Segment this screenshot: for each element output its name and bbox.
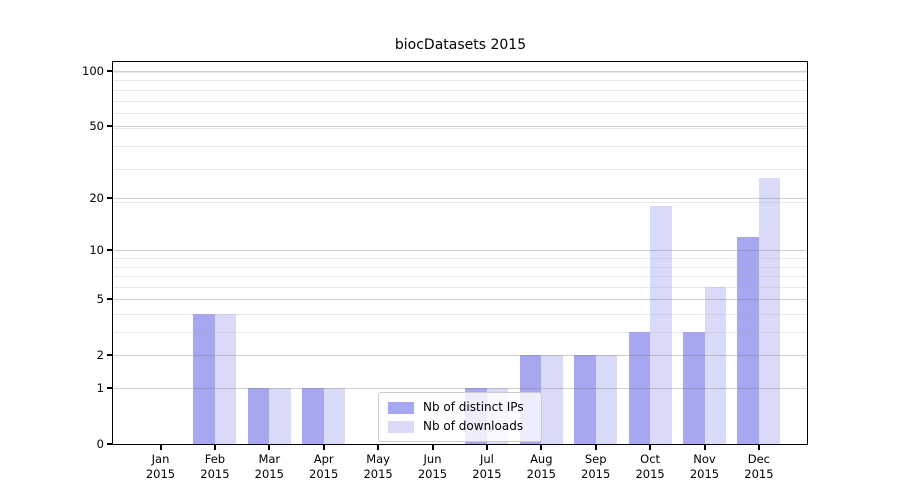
x-tick-mark xyxy=(268,445,271,450)
y-tick-label: 1 xyxy=(96,381,104,395)
x-tick-label: Sep 2015 xyxy=(581,452,611,481)
legend: Nb of distinct IPs Nb of downloads xyxy=(378,392,542,442)
x-tick-mark xyxy=(703,445,706,450)
x-tick-mark xyxy=(485,445,488,450)
x-tick-mark xyxy=(213,445,216,450)
bar-s1-dec xyxy=(758,177,781,444)
y-tick-mark xyxy=(107,298,112,301)
gridline-minor xyxy=(113,127,807,129)
gridline-major xyxy=(113,126,807,128)
gridline-major xyxy=(113,250,807,252)
x-tick-label: Aug 2015 xyxy=(526,452,556,481)
y-tick-mark xyxy=(107,443,112,445)
bar-s1-mar xyxy=(269,388,291,444)
x-tick-label: Jul 2015 xyxy=(472,452,502,481)
y-tick-mark xyxy=(107,197,112,199)
gridline-minor xyxy=(113,169,807,171)
legend-label-distinct-ips: Nb of distinct IPs xyxy=(423,400,524,414)
gridline-minor xyxy=(113,313,807,315)
x-tick-mark xyxy=(322,445,325,450)
bar-s0-feb xyxy=(193,313,215,444)
bar-s0-oct xyxy=(628,332,651,444)
x-tick-mark xyxy=(377,445,380,450)
legend-swatch-distinct-ips xyxy=(388,401,414,414)
gridline-minor xyxy=(113,113,807,115)
gridline-minor xyxy=(113,145,807,147)
gridline-minor xyxy=(113,89,807,91)
bar-s1-sep xyxy=(595,355,618,444)
chart-title: biocDatasets 2015 xyxy=(394,37,527,53)
grid-layer xyxy=(113,62,807,444)
bar-s0-nov xyxy=(683,332,705,444)
gridline-minor xyxy=(113,286,807,288)
legend-item-downloads: Nb of downloads xyxy=(388,418,531,435)
x-tick-label: Apr 2015 xyxy=(309,452,339,481)
bar-s1-apr xyxy=(323,388,346,444)
x-tick-label: Mar 2015 xyxy=(254,452,284,481)
y-tick-mark xyxy=(107,70,112,73)
gridline-major xyxy=(113,388,807,389)
x-tick-label: May 2015 xyxy=(363,452,393,481)
y-tick-label: 20 xyxy=(89,191,104,205)
gridline-major xyxy=(113,355,807,357)
gridline-major xyxy=(113,299,807,301)
gridline-minor xyxy=(113,100,807,102)
y-tick-mark xyxy=(107,354,112,357)
bar-s0-apr xyxy=(302,388,324,444)
gridline-minor xyxy=(113,71,807,73)
gridline-minor xyxy=(113,332,807,333)
x-tick-label: Nov 2015 xyxy=(689,452,720,481)
y-tick-label: 2 xyxy=(96,348,104,363)
x-tick-label: Oct 2015 xyxy=(635,452,665,481)
bar-s1-nov xyxy=(704,286,726,444)
bar-s1-aug xyxy=(541,355,563,444)
y-tick-mark xyxy=(107,387,112,389)
bar-s0-sep xyxy=(574,355,596,444)
bar-s1-oct xyxy=(650,206,672,444)
gridline-minor xyxy=(113,257,807,259)
y-tick-mark xyxy=(107,249,112,252)
bar-s1-feb xyxy=(214,313,237,444)
x-tick-mark xyxy=(757,445,760,450)
y-tick-label: 50 xyxy=(89,119,104,134)
bar-s0-dec xyxy=(737,236,759,444)
x-tick-label: Jun 2015 xyxy=(417,452,448,481)
gridline-minor xyxy=(113,276,807,277)
y-tick-label: 10 xyxy=(89,243,104,258)
x-tick-label: Feb 2015 xyxy=(200,452,230,481)
legend-swatch-downloads xyxy=(388,420,414,433)
y-tick-mark xyxy=(107,125,112,128)
gridline-major xyxy=(113,198,807,199)
x-tick-label: Jan 2015 xyxy=(145,452,176,481)
legend-label-downloads: Nb of downloads xyxy=(423,419,524,433)
x-tick-mark xyxy=(159,445,162,450)
gridline-minor xyxy=(113,80,807,82)
gridline-major xyxy=(113,71,807,73)
x-tick-mark xyxy=(431,445,434,450)
gridline-minor xyxy=(113,201,807,203)
y-tick-label: 0 xyxy=(96,437,104,451)
y-tick-label: 100 xyxy=(82,64,104,79)
legend-item-distinct-ips: Nb of distinct IPs xyxy=(388,399,531,416)
y-tick-label: 5 xyxy=(96,292,104,307)
x-tick-label: Dec 2015 xyxy=(744,452,774,481)
gridline-minor xyxy=(113,266,807,268)
x-tick-mark xyxy=(594,445,597,450)
x-tick-mark xyxy=(649,445,652,450)
x-tick-mark xyxy=(540,445,543,450)
bar-s0-mar xyxy=(247,388,270,444)
plot-area: Nb of distinct IPs Nb of downloads xyxy=(112,61,808,445)
